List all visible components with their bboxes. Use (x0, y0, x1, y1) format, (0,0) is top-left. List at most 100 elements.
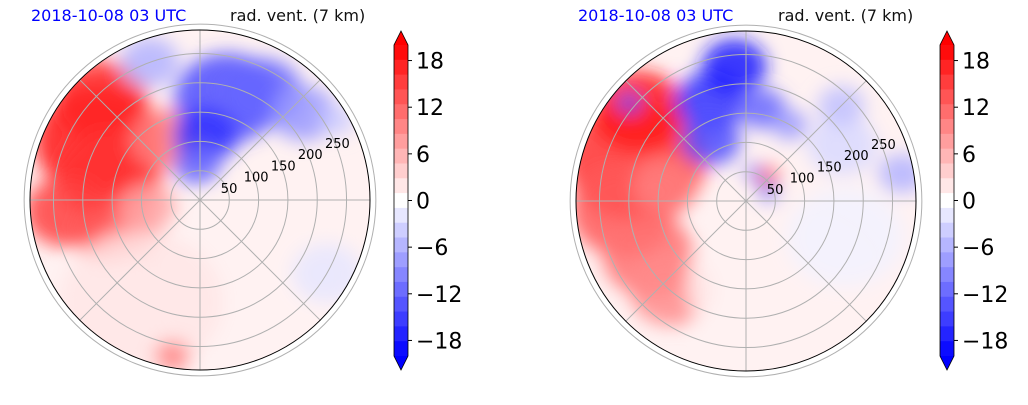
radial-tick-label: 100 (790, 172, 815, 187)
colorbar-segment (394, 237, 408, 253)
colorbar-segment (394, 133, 408, 150)
chart-title-right: rad. vent. (7 km) (778, 6, 914, 25)
colorbar-segment (394, 193, 408, 209)
colorbar-segment (940, 59, 954, 76)
colorbar-segment (940, 252, 954, 268)
colorbar: 18 12 6 0 −6 −12 −18 (393, 30, 462, 371)
chart-panel-right: 2018-10-08 03 UTC rad. vent. (7 km) 50 10… (546, 0, 1028, 401)
field-cell (807, 115, 878, 176)
colorbar-segment (394, 207, 408, 224)
colorbar-segment (940, 237, 954, 253)
colorbar-segment (940, 267, 954, 283)
colorbar-segment (940, 341, 954, 357)
colorbar-segment (940, 163, 954, 179)
colorbar-segment (940, 74, 954, 90)
colorbar-extend-min (394, 356, 408, 370)
colorbar-tick-label: −18 (416, 329, 462, 354)
field-cell (271, 85, 336, 141)
colorbar-tick-label: −18 (962, 329, 1008, 354)
colorbar-segment (394, 163, 408, 179)
colorbar-segment (394, 45, 408, 61)
colorbar-segment (394, 311, 408, 327)
colorbar-segment (940, 148, 954, 164)
colorbar-segment (394, 296, 408, 313)
colorbar-tick-label: 0 (962, 190, 976, 215)
colorbar-segment (940, 119, 954, 135)
colorbar-segment (394, 326, 408, 342)
colorbar-outline (939, 30, 955, 371)
radial-tick-label: 50 (767, 183, 784, 198)
radial-tick-label: 50 (221, 182, 238, 197)
colorbar-outline (393, 30, 409, 371)
colorbar-extend-max (940, 31, 954, 45)
colorbar-tick-label: 18 (416, 50, 444, 75)
field-cell (319, 105, 355, 136)
colorbar-segment (394, 119, 408, 135)
colorbar-segment (394, 341, 408, 357)
colorbar-segment (940, 89, 954, 105)
colorbar-tick-label: 12 (962, 96, 990, 121)
radial-tick-label: 200 (298, 148, 323, 163)
colorbar-tick-label: 6 (416, 143, 430, 168)
colorbar-segment (940, 133, 954, 150)
chart-panel-left: 2018-10-08 03 UTC rad. vent. (7 km) 50 10… (0, 0, 514, 401)
radial-tick-label: 200 (844, 149, 869, 164)
colorbar-tick-label: −6 (416, 236, 448, 261)
radial-tick-label: 250 (871, 138, 896, 153)
colorbar-tick-label: 18 (962, 50, 990, 75)
colorbar: 18 12 6 0 −6 −12 −18 (939, 30, 1008, 371)
chart-title-left: 2018-10-08 03 UTC (31, 6, 187, 25)
colorbar-tick-label: 6 (962, 143, 976, 168)
chart-title-left: 2018-10-08 03 UTC (578, 6, 734, 25)
colorbar-segment (394, 281, 408, 298)
colorbar-tick-label: 0 (416, 190, 430, 215)
colorbar-segment (940, 326, 954, 342)
colorbar-tick-label: −6 (962, 236, 994, 261)
colorbar-segment (394, 252, 408, 268)
colorbar-segment (394, 59, 408, 76)
colorbar-segment (940, 45, 954, 61)
chart-title-right: rad. vent. (7 km) (230, 6, 366, 25)
field-cell (118, 184, 178, 235)
field-cell (681, 115, 741, 165)
angular-spoke (745, 200, 867, 322)
colorbar-segment (940, 311, 954, 327)
colorbar-segment (394, 89, 408, 105)
field-cell (617, 93, 641, 113)
field-cell (632, 159, 698, 215)
field-cell (786, 187, 904, 287)
angular-spoke (79, 79, 201, 201)
radial-tick-label: 250 (325, 137, 350, 152)
polar-frame (29, 29, 371, 371)
angular-spoke (79, 199, 201, 321)
angular-spoke (745, 80, 867, 202)
field-cell (154, 340, 191, 370)
field-cell (757, 184, 779, 202)
radial-tick-label: 100 (244, 171, 269, 186)
colorbar-segment (394, 267, 408, 283)
colorbar-segment (940, 104, 954, 120)
field-cell (702, 39, 767, 95)
radial-tick-label: 150 (271, 159, 296, 174)
colorbar-segment (394, 222, 408, 239)
colorbar-segment (394, 148, 408, 164)
angular-spoke (199, 199, 321, 321)
colorbar-segment (940, 281, 954, 298)
colorbar-tick-label: 12 (416, 96, 444, 121)
colorbar-segment (940, 178, 954, 194)
field-cell (173, 145, 221, 185)
colorbar-segment (940, 222, 954, 239)
polar-frame (575, 30, 917, 372)
angular-spoke (199, 79, 321, 201)
field-cell (878, 153, 916, 194)
radial-gridline (569, 24, 923, 378)
colorbar-segment (940, 193, 954, 209)
radial-tick-label: 150 (817, 160, 842, 175)
colorbar-tick-label: −12 (962, 283, 1008, 308)
colorbar-segment (394, 178, 408, 194)
colorbar-extend-max (394, 31, 408, 45)
colorbar-segment (394, 74, 408, 90)
colorbar-extend-min (940, 356, 954, 370)
